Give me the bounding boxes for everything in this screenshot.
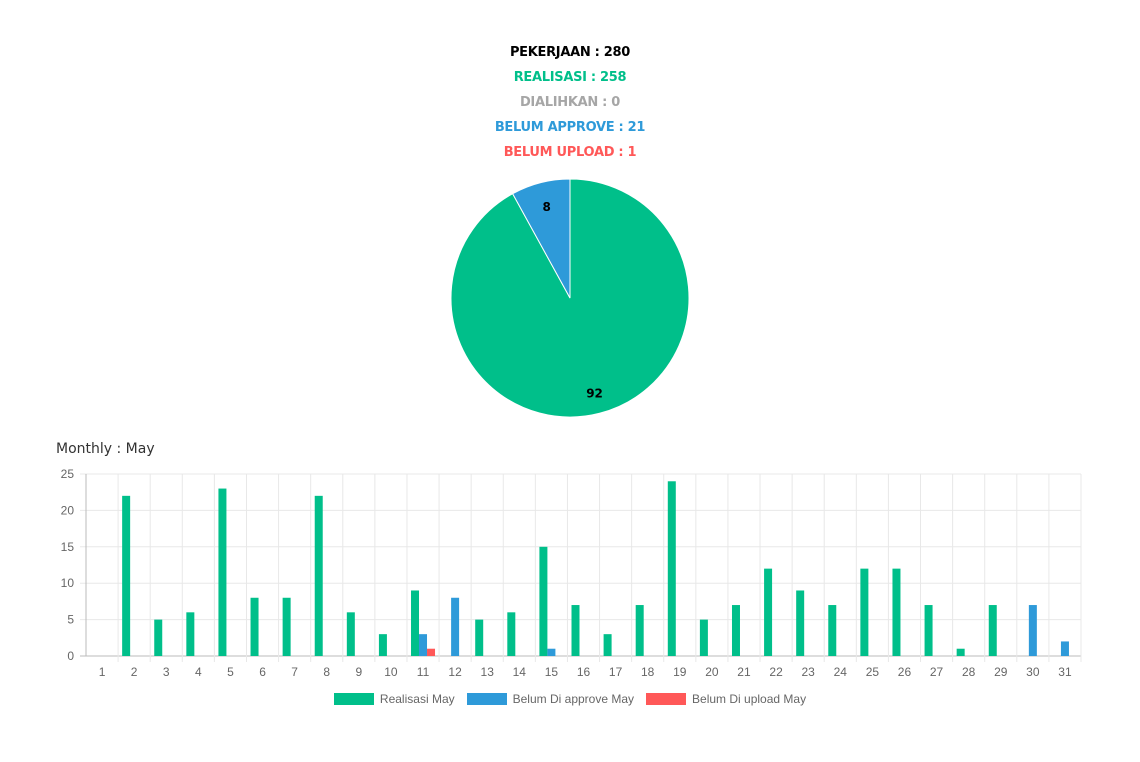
bar-realisasi-may-28[interactable]	[956, 648, 965, 656]
x-tick-label: 17	[609, 665, 623, 679]
legend-item[interactable]: Belum Di approve May	[466, 692, 635, 706]
x-tick-label: 18	[641, 665, 655, 679]
x-tick-label: 21	[737, 665, 751, 679]
legend-item[interactable]: Belum Di upload May	[646, 692, 806, 706]
bar-realisasi-may-9[interactable]	[346, 612, 355, 656]
bar-realisasi-may-10[interactable]	[378, 634, 387, 656]
x-tick-label: 3	[163, 665, 170, 679]
bar-realisasi-may-3[interactable]	[154, 619, 163, 656]
x-tick-label: 10	[384, 665, 398, 679]
bar-realisasi-may-22[interactable]	[764, 568, 773, 656]
legend-label: Realisasi May	[379, 692, 455, 706]
bar-realisasi-may-7[interactable]	[282, 597, 291, 656]
summary-dialihkan: DIALIHKAN : 0	[519, 95, 621, 110]
y-tick-label: 25	[61, 467, 75, 481]
bar-realisasi-may-25[interactable]	[860, 568, 869, 656]
x-tick-label: 27	[930, 665, 944, 679]
bar-chart-legend: Realisasi May Belum Di approve May Belum D…	[0, 692, 1140, 706]
bar-realisasi-may-6[interactable]	[250, 597, 259, 656]
x-tick-label: 24	[834, 665, 848, 679]
bar-realisasi-may-21[interactable]	[731, 605, 740, 656]
bar-belum-di-approve-may-31[interactable]	[1060, 641, 1069, 656]
summary-pekerjaan: PEKERJAAN : 280	[509, 45, 631, 60]
bar-realisasi-may-29[interactable]	[988, 605, 997, 656]
bar-realisasi-may-23[interactable]	[796, 590, 805, 656]
x-tick-label: 15	[545, 665, 559, 679]
legend-swatch	[466, 693, 507, 705]
pie-data-label: 92	[586, 387, 603, 401]
x-tick-label: 2	[131, 665, 138, 679]
summary-belum-approve: BELUM APPROVE : 21	[494, 120, 646, 135]
bar-realisasi-may-11[interactable]	[411, 590, 420, 656]
legend-swatch	[333, 693, 374, 705]
x-tick-label: 9	[355, 665, 362, 679]
x-tick-label: 6	[259, 665, 266, 679]
bar-realisasi-may-16[interactable]	[571, 605, 580, 656]
x-tick-label: 28	[962, 665, 976, 679]
bar-realisasi-may-15[interactable]	[539, 546, 548, 656]
summary-realisasi: REALISASI : 258	[513, 70, 627, 85]
bar-belum-di-approve-may-12[interactable]	[451, 597, 460, 656]
x-tick-label: 22	[769, 665, 783, 679]
bar-belum-di-approve-may-15[interactable]	[547, 648, 556, 656]
y-tick-label: 0	[67, 649, 74, 663]
x-tick-label: 20	[705, 665, 719, 679]
x-tick-label: 23	[801, 665, 815, 679]
bar-belum-di-approve-may-11[interactable]	[419, 634, 428, 656]
bar-realisasi-may-26[interactable]	[892, 568, 901, 656]
bar-belum-di-upload-may-11[interactable]	[427, 648, 436, 656]
x-tick-label: 29	[994, 665, 1008, 679]
y-tick-label: 20	[61, 503, 75, 517]
legend-label: Belum Di approve May	[512, 692, 635, 706]
bar-realisasi-may-8[interactable]	[314, 495, 323, 656]
summary-panel: PEKERJAAN : 280 REALISASI : 258 DIALIHKA…	[0, 40, 1140, 165]
y-tick-label: 10	[61, 576, 75, 590]
bar-realisasi-may-14[interactable]	[507, 612, 516, 656]
x-tick-label: 25	[866, 665, 880, 679]
x-tick-label: 1	[99, 665, 106, 679]
x-tick-label: 12	[448, 665, 462, 679]
legend-item[interactable]: Realisasi May	[333, 692, 455, 706]
x-tick-label: 19	[673, 665, 687, 679]
bar-belum-di-approve-may-30[interactable]	[1028, 605, 1037, 656]
x-tick-label: 13	[481, 665, 495, 679]
x-tick-label: 26	[898, 665, 912, 679]
x-tick-label: 30	[1026, 665, 1040, 679]
legend-swatch	[646, 693, 687, 705]
x-tick-label: 16	[577, 665, 591, 679]
bar-realisasi-may-13[interactable]	[475, 619, 484, 656]
pie-data-label: 8	[542, 200, 550, 214]
bar-realisasi-may-19[interactable]	[667, 481, 676, 656]
bar-realisasi-may-20[interactable]	[699, 619, 708, 656]
x-tick-label: 4	[195, 665, 202, 679]
bar-realisasi-may-18[interactable]	[635, 605, 644, 656]
x-tick-label: 8	[323, 665, 330, 679]
bar-realisasi-may-17[interactable]	[603, 634, 612, 656]
pie-chart: 92 8	[450, 178, 690, 418]
x-tick-label: 31	[1058, 665, 1072, 679]
summary-belum-upload: BELUM UPLOAD : 1	[503, 145, 637, 160]
bar-realisasi-may-4[interactable]	[186, 612, 195, 656]
x-tick-label: 7	[291, 665, 298, 679]
bar-realisasi-may-24[interactable]	[828, 605, 837, 656]
bar-realisasi-may-2[interactable]	[122, 495, 131, 656]
legend-label: Belum Di upload May	[692, 692, 807, 706]
bar-realisasi-may-5[interactable]	[218, 488, 227, 656]
pie-slice-8[interactable]	[511, 178, 571, 299]
x-tick-label: 14	[513, 665, 527, 679]
monthly-title: Monthly : May	[56, 441, 155, 457]
x-tick-label: 5	[227, 665, 234, 679]
y-tick-label: 5	[67, 613, 74, 627]
y-tick-label: 15	[61, 540, 75, 554]
bar-realisasi-may-27[interactable]	[924, 605, 933, 656]
x-tick-label: 11	[417, 665, 430, 679]
